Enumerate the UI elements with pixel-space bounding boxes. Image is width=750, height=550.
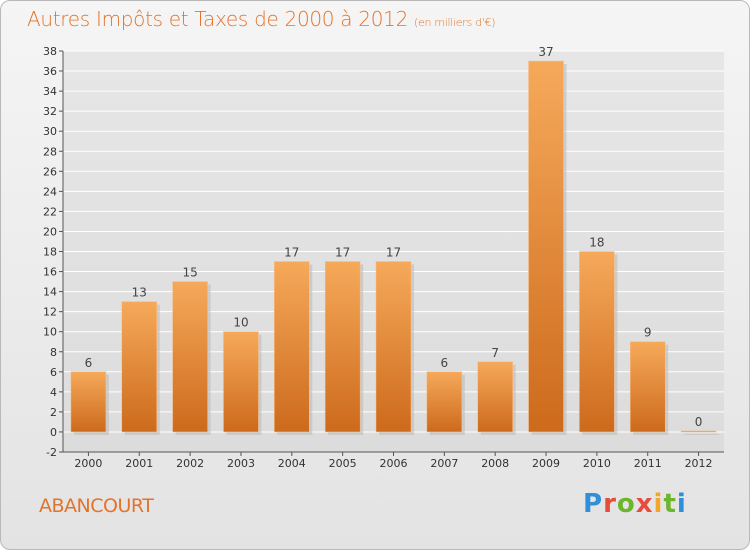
y-tick-label: 20 — [43, 225, 57, 238]
y-tick-label: 32 — [43, 105, 57, 118]
y-tick-label: 30 — [43, 125, 57, 138]
bar-value-label: 7 — [491, 346, 499, 360]
x-tick-label: 2005 — [329, 457, 357, 470]
x-tick-label: 2006 — [380, 457, 408, 470]
y-tick-label: 4 — [50, 386, 57, 399]
y-tick-label: 8 — [50, 346, 57, 359]
x-axis: 2000 2001 2002 2003 2004 2005 2006 2007 2008 2009… — [63, 451, 724, 470]
bar — [680, 430, 717, 433]
chart-title-text: Autres Impôts et Taxes de 2000 à 2012 — [27, 7, 408, 31]
x-tick-label: 2007 — [430, 457, 458, 470]
y-tick-label: 22 — [43, 205, 57, 218]
bar — [629, 341, 666, 433]
chart-title: Autres Impôts et Taxes de 2000 à 2012 (en… — [27, 7, 495, 31]
bar — [579, 251, 615, 433]
y-tick-label: 2 — [50, 406, 57, 419]
x-tick-label: 2011 — [634, 457, 662, 470]
bar — [375, 261, 412, 433]
y-tick-label: 0 — [50, 426, 57, 439]
x-tick-label: 2004 — [278, 457, 306, 470]
bar — [274, 261, 310, 433]
x-tick-label: 2008 — [481, 457, 509, 470]
y-tick-label: 16 — [43, 266, 57, 279]
bar — [223, 331, 259, 433]
bar — [172, 281, 208, 433]
bar-value-label: 0 — [695, 415, 703, 429]
bar — [426, 371, 463, 433]
bar-value-label: 9 — [644, 326, 652, 340]
y-tick-label: 36 — [43, 65, 57, 78]
bar-value-label: 10 — [233, 316, 248, 330]
y-tick-label: 24 — [43, 185, 57, 198]
bar-value-label: 13 — [132, 286, 147, 300]
x-tick-label: 2000 — [74, 457, 102, 470]
bar — [121, 301, 158, 433]
y-tick-label: 6 — [50, 366, 57, 379]
bar-value-label: 17 — [284, 246, 299, 260]
commune-name: ABANCOURT — [39, 495, 154, 517]
bar-shadow — [684, 433, 720, 435]
y-tick-label: 14 — [43, 286, 57, 299]
proxiti-logo[interactable]: Proxiti — [583, 489, 687, 519]
x-tick-label: 2010 — [583, 457, 611, 470]
bar — [528, 60, 564, 433]
y-tick-label: 38 — [43, 45, 57, 58]
bar — [70, 371, 107, 433]
x-tick-label: 2003 — [227, 457, 255, 470]
y-tick-label: -2 — [46, 446, 57, 459]
x-tick-label: 2002 — [176, 457, 204, 470]
y-tick-label: 18 — [43, 246, 57, 259]
y-tick-label: 10 — [43, 326, 57, 339]
bar-value-label: 6 — [441, 356, 449, 370]
x-tick-label: 2009 — [532, 457, 560, 470]
bar-value-label: 18 — [589, 236, 604, 250]
bar — [477, 361, 513, 433]
bar-value-label: 37 — [538, 45, 553, 59]
bar-value-label: 17 — [335, 246, 350, 260]
bars: 6 13 15 10 17 17 17 6 7 37 18 9 0 — [70, 45, 720, 435]
bar-value-label: 17 — [386, 246, 401, 260]
bar-value-label: 6 — [85, 356, 93, 370]
y-tick-label: 12 — [43, 306, 57, 319]
bar — [324, 261, 361, 433]
y-tick-label: 26 — [43, 165, 57, 178]
x-tick-label: 2012 — [685, 457, 713, 470]
bar-value-label: 15 — [182, 266, 197, 280]
chart-subtitle: (en milliers d'€) — [414, 16, 496, 29]
y-tick-label: 28 — [43, 145, 57, 158]
y-tick-label: 34 — [43, 85, 57, 98]
x-tick-label: 2001 — [125, 457, 153, 470]
